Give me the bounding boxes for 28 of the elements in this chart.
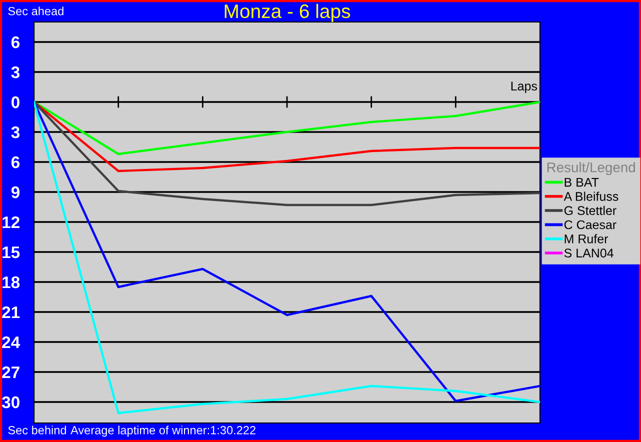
text: Sec behind bbox=[8, 426, 66, 434]
line-series bbox=[34, 100, 540, 206]
legend-label: S LAN04 bbox=[564, 248, 614, 258]
y-tick-label: 15 bbox=[2, 246, 20, 258]
legend-title: Result/Legend bbox=[547, 162, 635, 176]
y-tick-label: 21 bbox=[2, 306, 20, 318]
legend-label: G Stettler bbox=[564, 206, 616, 216]
y-tick-label: 6 bbox=[11, 36, 20, 48]
text: Sec ahead bbox=[8, 6, 64, 16]
line-series bbox=[34, 100, 540, 172]
y-tick-label: 24 bbox=[2, 336, 20, 348]
line-series bbox=[34, 100, 540, 156]
y-tick-label: 6 bbox=[11, 156, 20, 168]
y-tick-label: 0 bbox=[12, 96, 20, 108]
text: Average laptime of winner:1:30.222 bbox=[70, 426, 256, 437]
y-tick-label: 18 bbox=[2, 276, 20, 288]
y-tick-label: 3 bbox=[11, 66, 20, 78]
legend-label: A Bleifuss bbox=[564, 192, 618, 201]
x-axis-title: Laps bbox=[511, 82, 538, 93]
y-tick-label: 27 bbox=[2, 366, 20, 378]
y-tick-label: 12 bbox=[2, 216, 20, 228]
y-tick-label: 9 bbox=[11, 186, 20, 198]
legend-label: M Rufer bbox=[564, 234, 608, 244]
legend-label: B BAT bbox=[564, 178, 599, 187]
legend-label: C Caesar bbox=[564, 220, 616, 230]
chart-title: Monza - 6 laps bbox=[224, 4, 350, 22]
y-tick-label: 3 bbox=[11, 126, 20, 138]
y-tick-label: 30 bbox=[2, 396, 20, 408]
